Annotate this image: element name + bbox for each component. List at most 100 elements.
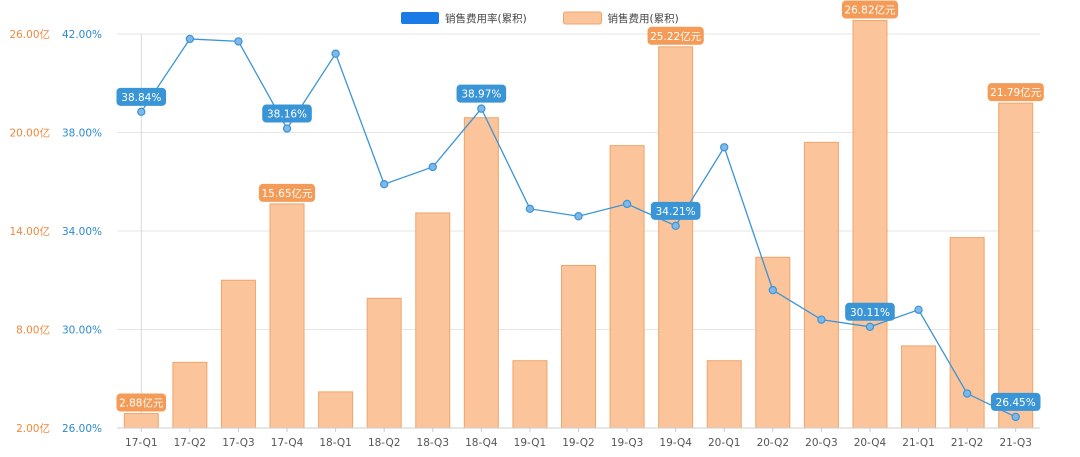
line-value-label: 34.21% [656, 206, 696, 218]
legend-swatch-bar [563, 11, 602, 25]
x-axis-tick-label: 20-Q1 [708, 437, 740, 449]
x-axis-tick-label: 21-Q1 [902, 437, 934, 449]
bar-value-label-bg [647, 26, 704, 45]
legend-item[interactable]: 销售费用率(累积) [401, 12, 527, 25]
x-axis-tick-label: 18-Q1 [319, 437, 351, 449]
line-point [428, 162, 437, 172]
bar [998, 102, 1034, 429]
line-point [379, 180, 389, 189]
line-value-label-bg [650, 201, 701, 220]
line-point [914, 305, 923, 314]
left-axis-tick-label: 2.00亿 [16, 422, 50, 435]
bar [220, 279, 256, 429]
x-axis-tick-label: 17-Q1 [125, 437, 157, 449]
bar [561, 264, 596, 429]
line-point [137, 107, 146, 117]
right-axis-tick-label: 42.00% [62, 29, 102, 41]
legend-item[interactable]: 销售费用(累积) [563, 11, 679, 25]
line-point [331, 49, 340, 58]
bar [755, 256, 791, 429]
x-axis-tick-label: 17-Q2 [174, 437, 206, 449]
x-axis-tick-label: 20-Q2 [757, 437, 789, 449]
bar-value-label-bg [258, 183, 316, 202]
x-axis-tick-label: 18-Q3 [417, 437, 449, 449]
bar-series [123, 20, 1034, 429]
legend-label: 销售费用(累积) [608, 12, 679, 25]
x-axis-tick-label: 17-Q4 [271, 437, 304, 449]
left-axis-tick-label: 8.00亿 [16, 324, 50, 337]
x-axis-tick-label: 21-Q2 [951, 437, 983, 449]
x-axis-tick-label: 19-Q4 [659, 437, 692, 449]
line-point [962, 389, 972, 398]
x-axis-tick-label: 19-Q1 [514, 437, 546, 449]
line-point [574, 212, 583, 221]
line-point [1011, 412, 1020, 422]
line-point [720, 143, 729, 152]
line-point [768, 285, 778, 295]
line-value-label-bg [990, 392, 1041, 411]
x-axis-tick-label: 21-Q3 [999, 437, 1031, 449]
bar [269, 203, 305, 429]
x-axis-tick-label: 19-Q2 [562, 437, 594, 449]
bar [852, 20, 888, 429]
bar-value-label: 21.79亿元 [990, 86, 1042, 99]
right-axis-tick-label: 30.00% [62, 325, 102, 337]
left-axis-tick-label: 20.00亿 [9, 127, 50, 140]
line-value-label-bg [262, 104, 312, 123]
bar [609, 145, 645, 429]
bar [123, 413, 159, 429]
bar [658, 46, 694, 429]
line-value-label: 38.84% [121, 92, 161, 104]
data-labels: 2.88亿元 15.65亿元 25.22亿元 26.82亿元 21.79亿元 38.84%… [116, 0, 1044, 412]
legend[interactable]: 销售费用率(累积) 销售费用(累积) [401, 11, 679, 25]
bar [172, 361, 208, 429]
bar [318, 391, 354, 429]
legend-swatch-line [401, 12, 439, 24]
line-value-label: 38.97% [461, 89, 501, 101]
bar [463, 117, 499, 429]
right-axis-tick-label: 26.00% [62, 423, 102, 435]
bar-value-label: 15.65亿元 [261, 187, 313, 200]
right-axis-tick-label: 34.00% [62, 226, 102, 238]
right-axis-tick-label: 38.00% [62, 128, 102, 140]
line-value-label: 26.45% [996, 397, 1036, 409]
left-axis-tick-label: 14.00亿 [9, 225, 50, 238]
x-axis-tick-label: 18-Q4 [465, 437, 498, 449]
bar [901, 345, 937, 429]
line-series [137, 34, 1020, 422]
line-point [477, 104, 486, 113]
line-point [282, 124, 292, 133]
bar-value-label: 26.82亿元 [844, 4, 896, 17]
line-point [865, 322, 875, 331]
line-point [525, 204, 535, 214]
x-axis-tick-label: 19-Q3 [611, 437, 643, 449]
x-axis-tick-label: 20-Q3 [805, 437, 837, 449]
line-value-label-bg [456, 84, 507, 103]
bar-value-label-bg [987, 83, 1044, 102]
line-point [185, 34, 195, 44]
bar [706, 360, 742, 429]
line-value-label-bg [116, 87, 167, 106]
line-point [234, 37, 243, 46]
bar [415, 212, 451, 429]
line-point [622, 199, 632, 209]
x-axis-tick-label: 18-Q2 [368, 437, 400, 449]
bar-value-label: 2.88亿元 [119, 397, 164, 410]
x-axis-tick-label: 20-Q4 [854, 437, 887, 449]
line-value-label-bg [845, 302, 895, 321]
bar [366, 297, 402, 429]
bar-value-label-bg [116, 393, 167, 412]
legend-label: 销售费用率(累积) [445, 12, 527, 25]
x-axis-tick-label: 17-Q3 [222, 437, 254, 449]
line-point [817, 315, 826, 324]
bar-value-label-bg [841, 0, 899, 19]
bar-value-label: 25.22亿元 [650, 30, 702, 43]
left-axis-tick-label: 26.00亿 [9, 28, 50, 41]
axes: 2.00亿 26.00% 8.00亿 30.00% 14.00亿 34.00% 20.00亿… [9, 28, 1040, 449]
line-value-label: 30.11% [850, 307, 890, 319]
bar [803, 141, 839, 429]
line-point [671, 221, 680, 231]
line-value-label: 38.16% [267, 109, 307, 121]
